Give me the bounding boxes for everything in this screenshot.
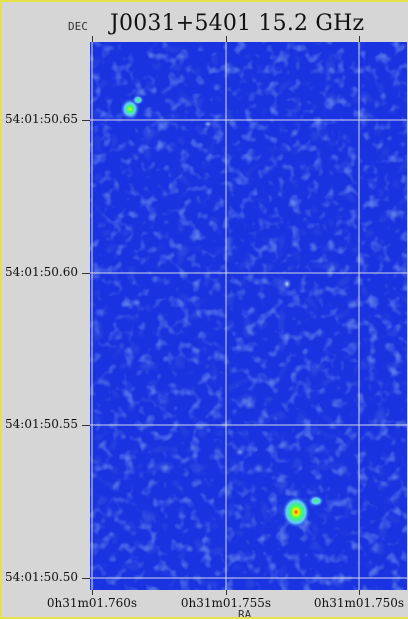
radio-source-lower: [282, 496, 310, 528]
faint-emission: [203, 120, 213, 128]
radio-image-plot[interactable]: [90, 42, 407, 590]
y-tickmark: [82, 273, 90, 274]
y-tick-label: 54:01:50.65: [5, 112, 78, 126]
radio-image-canvas: [90, 42, 407, 590]
x-tickmark: [226, 590, 227, 595]
top-tickmark: [226, 36, 227, 42]
noise-layer-light: [90, 42, 407, 590]
y-tick-label: 54:01:50.60: [5, 265, 78, 279]
y-tick-label: 54:01:50.55: [5, 417, 78, 431]
ra-axis-label: RA: [238, 608, 252, 619]
faint-emission: [282, 278, 292, 290]
radio-source-upper-lobe: [132, 95, 144, 105]
y-tickmark: [82, 120, 90, 121]
x-tick-label: 0h31m01.760s: [46, 596, 138, 610]
top-tickmark: [359, 36, 360, 42]
plot-title: J0031+5401 15.2 GHz: [110, 11, 365, 36]
x-tick-label: 0h31m01.750s: [313, 596, 405, 610]
y-tickmark: [82, 425, 90, 426]
coordinate-grid: [90, 42, 407, 590]
y-tickmark: [82, 578, 90, 579]
radio-source-lower-lobe: [308, 495, 324, 507]
x-tickmark: [359, 590, 360, 595]
x-tick-label: 0h31m01.755s: [180, 596, 272, 610]
top-tickmark: [92, 36, 93, 42]
y-tick-label: 54:01:50.50: [5, 570, 78, 584]
faint-emission: [234, 447, 246, 457]
dec-axis-label: DEC: [68, 20, 88, 33]
x-tickmark: [92, 590, 93, 595]
